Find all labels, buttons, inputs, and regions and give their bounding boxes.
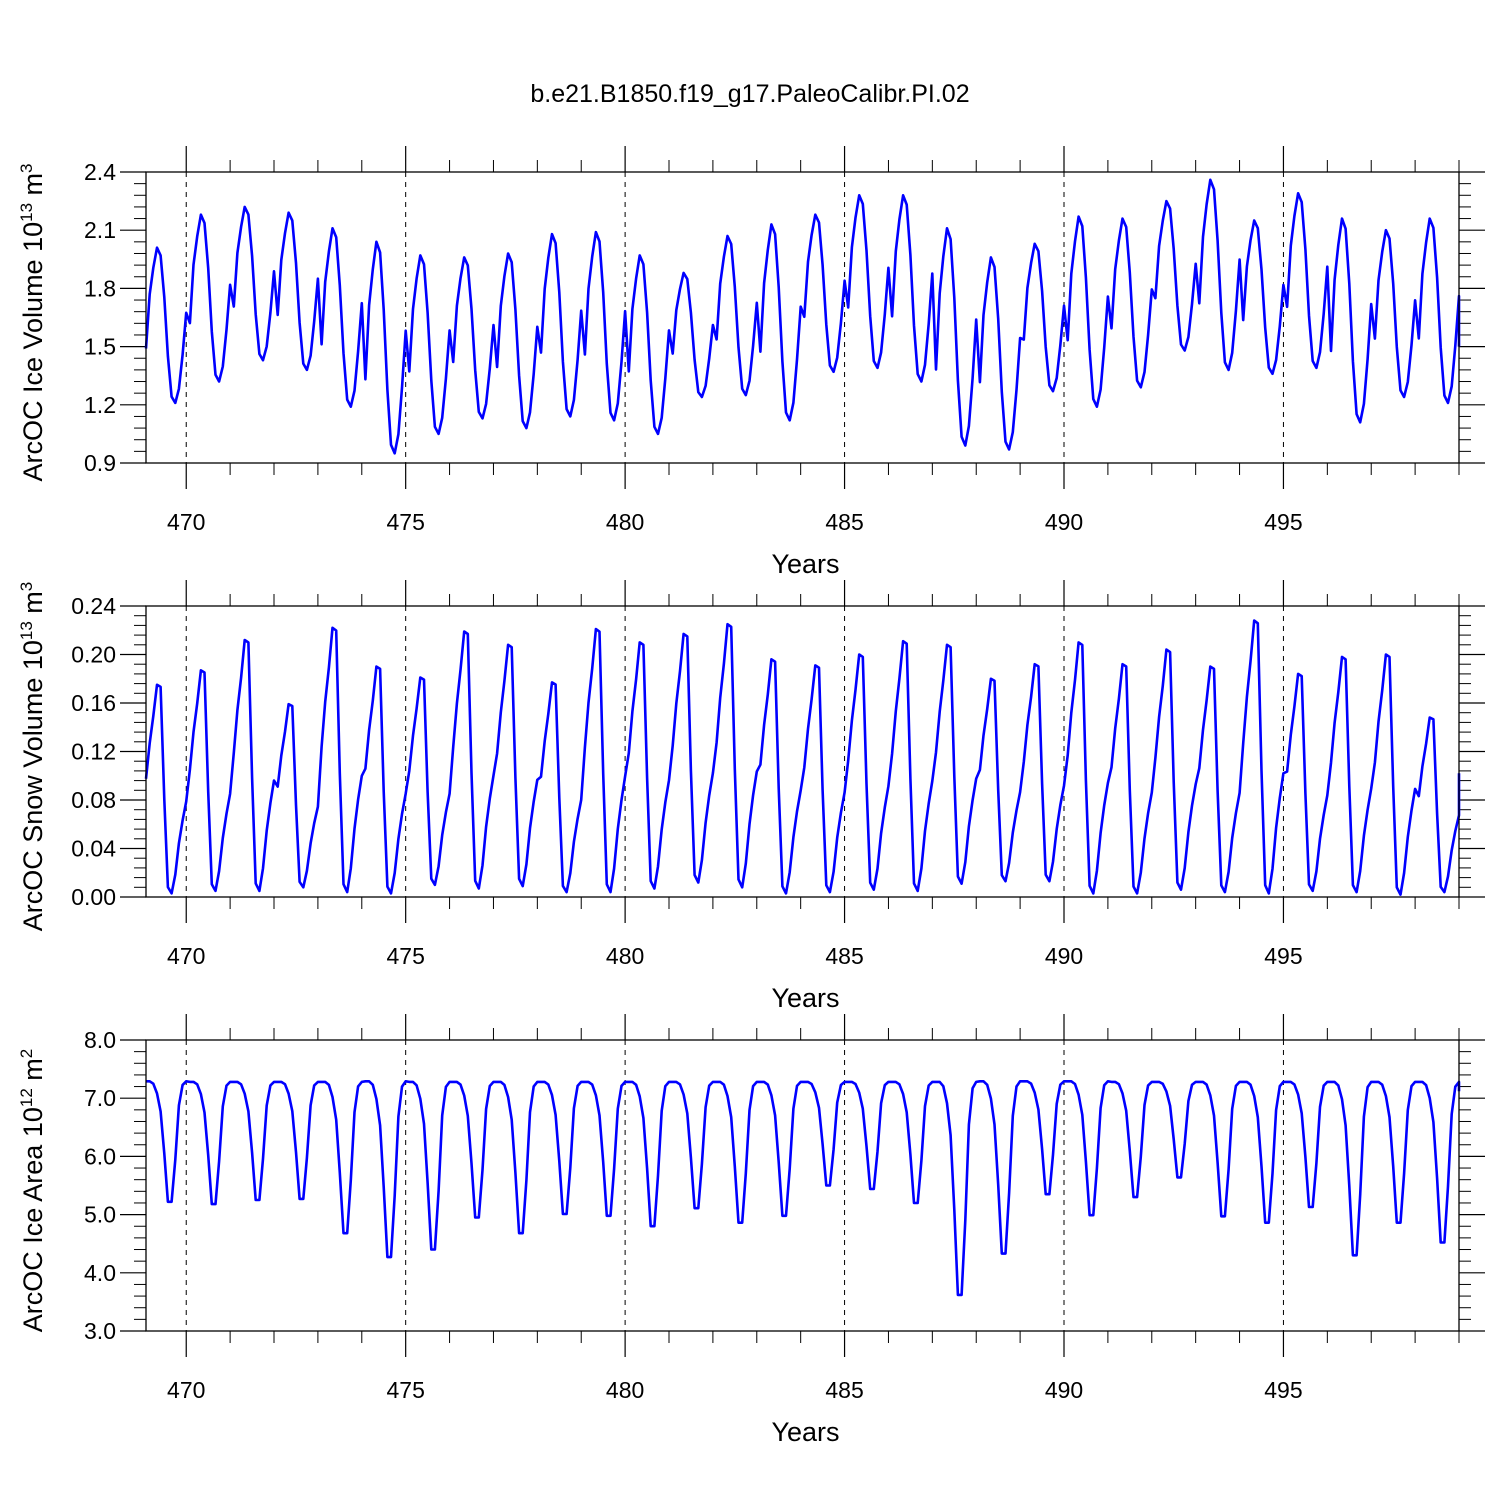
panel3-x-tick-label: 490 <box>1045 1377 1083 1403</box>
y-label-text: ArcOC Ice Volume 10 <box>18 222 48 482</box>
panel1-x-tick-label: 495 <box>1264 509 1302 535</box>
panel3-y-tick-label: 6.0 <box>84 1143 116 1169</box>
panel2-x-tick-label: 480 <box>606 943 644 969</box>
panel1-x-tick-label: 475 <box>386 509 424 535</box>
panel3-y-axis-label: ArcOC Ice Area 1012 m2 <box>17 1049 48 1333</box>
y-label-text: ArcOC Snow Volume 10 <box>18 640 48 931</box>
y-label-text: m <box>18 173 48 203</box>
figure-title: b.e21.B1850.f19_g17.PaleoCalibr.PI.02 <box>530 80 969 108</box>
panel2-y-tick-label: 0.04 <box>71 836 116 862</box>
panel3-series-line <box>146 1080 1461 1297</box>
panel3-y-tick-label: 4.0 <box>84 1260 116 1286</box>
y-label-superscript: 13 <box>17 621 36 640</box>
panel2-y-tick-label: 0.00 <box>71 884 116 910</box>
panel3-x-axis-label: Years <box>771 1417 839 1447</box>
panel2-x-tick-label: 495 <box>1264 943 1302 969</box>
panel1-x-tick-label: 470 <box>167 509 205 535</box>
panel2-x-tick-label: 485 <box>825 943 863 969</box>
panel1-plot-frame <box>145 171 1460 464</box>
y-label-text: m <box>18 1058 48 1088</box>
panel1-y-tick-label: 1.8 <box>84 275 116 301</box>
panel1-y-tick-label: 1.2 <box>84 392 116 418</box>
panel1-y-tick-label: 2.4 <box>84 159 116 185</box>
panel3-x-tick-label: 485 <box>825 1377 863 1403</box>
ice-area-panel: 470 475 480 485 490 495 3.0 4.0 5.0 6.0 7.0 8.0 Year… <box>17 1014 1485 1447</box>
panel3-y-tick-label: 5.0 <box>84 1202 116 1228</box>
panel2-y-tick-label: 0.12 <box>71 739 116 765</box>
panel1-x-tick-label: 480 <box>606 509 644 535</box>
panel3-x-tick-label: 475 <box>386 1377 424 1403</box>
panel2-x-tick-label: 490 <box>1045 943 1083 969</box>
panel1-series-line <box>144 178 1461 455</box>
panel3-plot-frame <box>145 1039 1460 1332</box>
panel3-x-tick-label: 480 <box>606 1377 644 1403</box>
panel2-y-tick-label: 0.08 <box>71 787 116 813</box>
panel2-y-tick-label: 0.24 <box>71 593 116 619</box>
y-label-superscript: 2 <box>17 1049 36 1058</box>
panel3-y-tick-label: 7.0 <box>84 1085 116 1111</box>
y-label-superscript: 3 <box>17 163 36 172</box>
panel2-y-tick-label: 0.16 <box>71 690 116 716</box>
panel2-y-tick-label: 0.20 <box>71 642 116 668</box>
panel1-x-tick-label: 485 <box>825 509 863 535</box>
panel3-x-tick-label: 495 <box>1264 1377 1302 1403</box>
y-label-superscript: 3 <box>17 582 36 591</box>
panel3-y-tick-label: 3.0 <box>84 1318 116 1344</box>
panel3-x-tick-label: 470 <box>167 1377 205 1403</box>
panel1-y-axis-label: ArcOC Ice Volume 1013 m3 <box>17 163 48 481</box>
panel2-x-tick-label: 470 <box>167 943 205 969</box>
panel2-y-axis-label: ArcOC Snow Volume 1013 m3 <box>17 582 48 932</box>
y-label-superscript: 13 <box>17 203 36 222</box>
ice-volume-panel: 470 475 480 485 490 495 0.9 1.2 1.5 1.8 2.1 2.4 Year… <box>17 146 1485 579</box>
panel2-series-line <box>144 619 1461 896</box>
panel1-y-tick-label: 2.1 <box>84 217 116 243</box>
panel1-y-tick-label: 0.9 <box>84 450 116 476</box>
panel2-x-axis-label: Years <box>771 983 839 1013</box>
y-label-text: m <box>18 591 48 621</box>
panel1-y-tick-label: 1.5 <box>84 334 116 360</box>
y-label-text: ArcOC Ice Area 10 <box>18 1107 48 1332</box>
panel2-plot-frame <box>145 605 1460 898</box>
panel2-x-tick-label: 475 <box>386 943 424 969</box>
snow-volume-panel: 470 475 480 485 490 495 0.00 0.04 0.08 0.12 0.16 0.… <box>17 580 1485 1013</box>
panel3-y-tick-label: 8.0 <box>84 1027 116 1053</box>
y-label-superscript: 12 <box>17 1088 36 1107</box>
panel1-x-tick-label: 490 <box>1045 509 1083 535</box>
panel1-x-axis-label: Years <box>771 549 839 579</box>
